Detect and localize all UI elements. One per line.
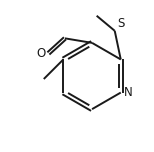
Text: S: S	[118, 17, 125, 30]
Text: O: O	[36, 47, 46, 60]
Text: N: N	[124, 86, 133, 99]
